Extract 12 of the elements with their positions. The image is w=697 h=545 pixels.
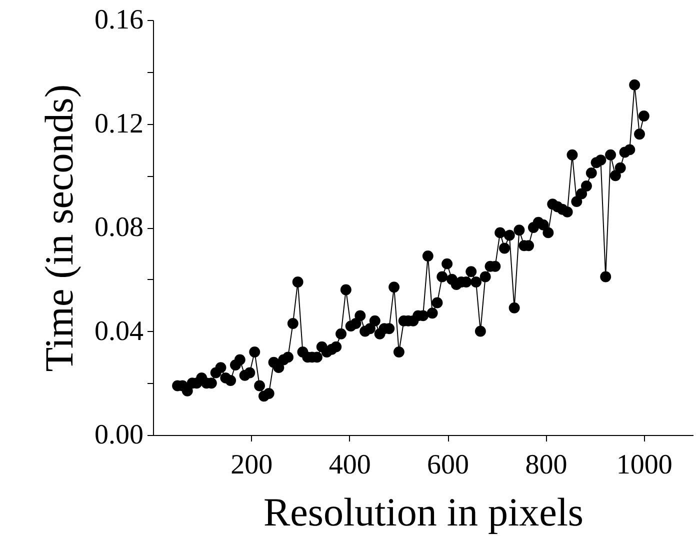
y-tick-label: 0.16	[94, 4, 144, 36]
x-tick-label: 400	[328, 450, 371, 480]
x-tick-label: 800	[525, 450, 568, 480]
y-tick-label: 0.12	[94, 108, 144, 140]
x-tick-label: 600	[427, 450, 470, 480]
y-tick-label: 0.04	[94, 316, 144, 347]
x-axis-title: Resolution in pixels	[264, 490, 584, 534]
x-tick-label: 1000	[616, 450, 672, 480]
x-tick-label: 200	[230, 450, 273, 480]
y-tick-label: 0.00	[94, 420, 144, 450]
y-tick-label: 0.08	[94, 212, 144, 243]
y-axis-title: Time (in seconds)	[36, 84, 82, 372]
